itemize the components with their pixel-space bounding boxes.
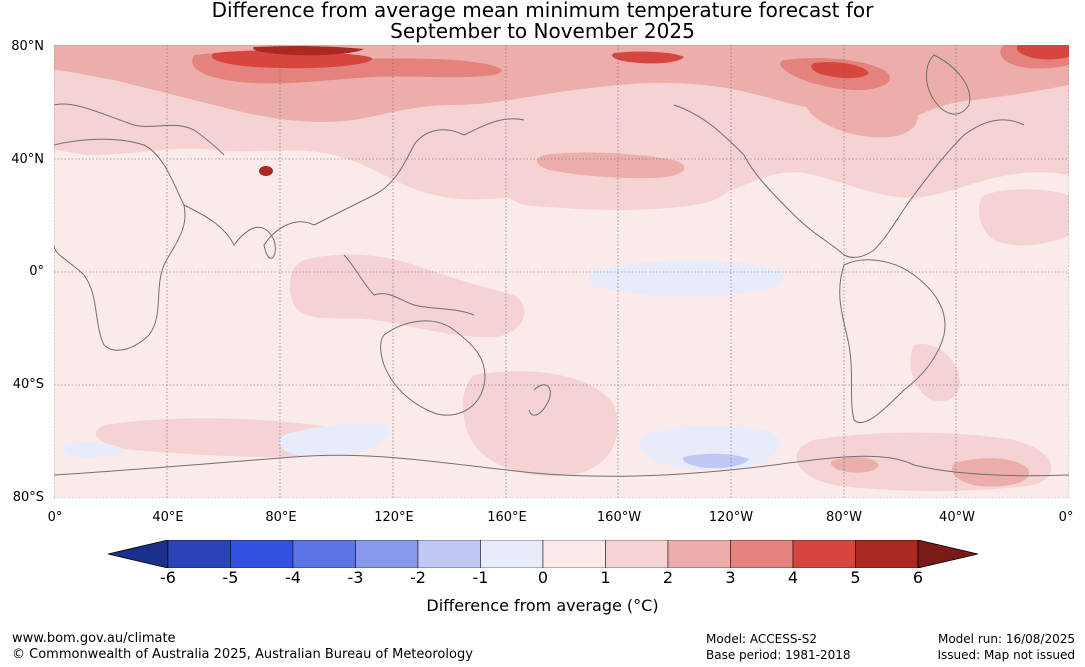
lon-label-120w: 120°W [708, 510, 754, 525]
coast-europe [54, 103, 225, 156]
colorbar-segment [542, 540, 606, 568]
lon-label-40e: 40°E [152, 510, 184, 525]
coast-africa [54, 138, 186, 351]
anomaly-region-southern-ocean-cool [279, 424, 390, 458]
colorbar-tick-label: -4 [285, 568, 301, 587]
colorbar-segment [605, 540, 669, 568]
colorbar-segment [167, 540, 231, 568]
anomaly-region-south-america-1-2 [910, 344, 960, 402]
lon-label-0-right: 0° [1058, 510, 1074, 525]
colorbar-segment [480, 540, 544, 568]
anomaly-region-greenland-4-5 [1016, 45, 1069, 60]
anomaly-region-canada-2-3 [806, 89, 918, 138]
lon-label-80e: 80°E [265, 510, 297, 525]
lat-label-80s: 80°S [12, 490, 44, 505]
coastlines [54, 54, 1069, 477]
colorbar-extend-low [108, 540, 169, 568]
anomaly-region-south-pacific-cool-core [682, 453, 749, 469]
anomaly-region-tibet-hotspot [259, 166, 273, 176]
colorbar-segment [355, 540, 419, 568]
colorbar-tick-label: 3 [725, 568, 736, 587]
lat-label-80n: 80°N [11, 39, 44, 54]
colorbar-extend-high [917, 540, 978, 568]
coast-greenland [926, 54, 971, 115]
footer-website[interactable]: www.bom.gov.au/climate [12, 631, 176, 646]
coast-east-asia [313, 118, 525, 226]
footer-base-period: Base period: 1981-2018 [706, 648, 851, 662]
footer-model: Model: ACCESS-S2 [706, 632, 818, 646]
lat-label-40s: 40°S [12, 377, 44, 392]
footer-model-run: Model run: 16/08/2025 [937, 632, 1075, 646]
anomaly-region-arctic-5-6 [253, 45, 364, 56]
anomaly-region-siberia-4-5 [211, 50, 373, 69]
colorbar-segment [417, 540, 481, 568]
anomaly-region-southern-ocean-1-2 [462, 371, 618, 477]
colorbar-tick-label: 1 [600, 568, 611, 587]
anomaly-region-arctic-east-4-5 [612, 51, 684, 64]
lon-label-160w: 160°W [596, 510, 642, 525]
colorbar-tick-label: -2 [410, 568, 426, 587]
lat-label-40n: 40°N [11, 152, 44, 167]
graticule [54, 45, 1069, 498]
colorbar-segment [855, 540, 919, 568]
anomaly-region-antarctic-2-3 [831, 457, 879, 473]
anomaly-region-indian-1-2 [289, 254, 525, 338]
colorbar-segment [230, 540, 294, 568]
coast-south-america [839, 259, 946, 424]
colorbar-segment [730, 540, 794, 568]
coast-southeast-asia [343, 254, 475, 316]
colorbar-tick-label: -3 [347, 568, 364, 587]
colorbar-tick-label: -5 [222, 568, 239, 587]
colorbar-tick-label: 5 [850, 568, 861, 587]
colorbar-tick-label: -6 [160, 568, 176, 587]
lon-label-160e: 160°E [487, 510, 527, 525]
temperature-anomaly-map[interactable] [54, 45, 1069, 498]
colorbar-tick-label: 4 [787, 568, 799, 587]
coast-arabia-india [183, 204, 315, 259]
footer-copyright: © Commonwealth of Australia 2025, Austra… [12, 647, 473, 662]
colorbar-segment [292, 540, 356, 568]
anomaly-region-equatorial-pacific-cool [588, 260, 785, 297]
lon-label-40w: 40°W [939, 510, 975, 525]
colorbar-segment [792, 540, 856, 568]
coast-australia [380, 320, 486, 416]
anomaly-region-arctic-canada-4-5 [811, 62, 869, 79]
coast-new-zealand [528, 384, 551, 416]
anomaly-region-atlantic-1-2 [978, 189, 1069, 246]
coast-north-america [673, 104, 1025, 258]
map-title-line-2: September to November 2025 [390, 19, 695, 43]
colorbar-label: Difference from average (°C) [426, 596, 659, 615]
colorbar-segment [667, 540, 731, 568]
anomaly-region-antarctic-cool [62, 442, 124, 458]
lon-label-0-left: 0° [47, 510, 63, 525]
colorbar-tick-label: 6 [912, 568, 924, 587]
colorbar [108, 540, 978, 568]
colorbar-tick-label: -1 [472, 568, 489, 587]
anomaly-region-south-atlantic-2-3 [951, 458, 1030, 487]
colorbar-tick-label: 2 [662, 568, 674, 587]
coast-antarctica [54, 454, 1069, 477]
anomaly-region-pacific-2-3 [537, 152, 685, 179]
footer-issued: Issued: Map not issued [937, 648, 1075, 662]
lon-label-80w: 80°W [826, 510, 862, 525]
map-title-line-1: Difference from average mean minimum tem… [211, 0, 874, 22]
lon-label-120e: 120°E [374, 510, 414, 525]
lat-label-equator: 0° [29, 264, 44, 279]
colorbar-tick-label: 0 [537, 568, 549, 587]
